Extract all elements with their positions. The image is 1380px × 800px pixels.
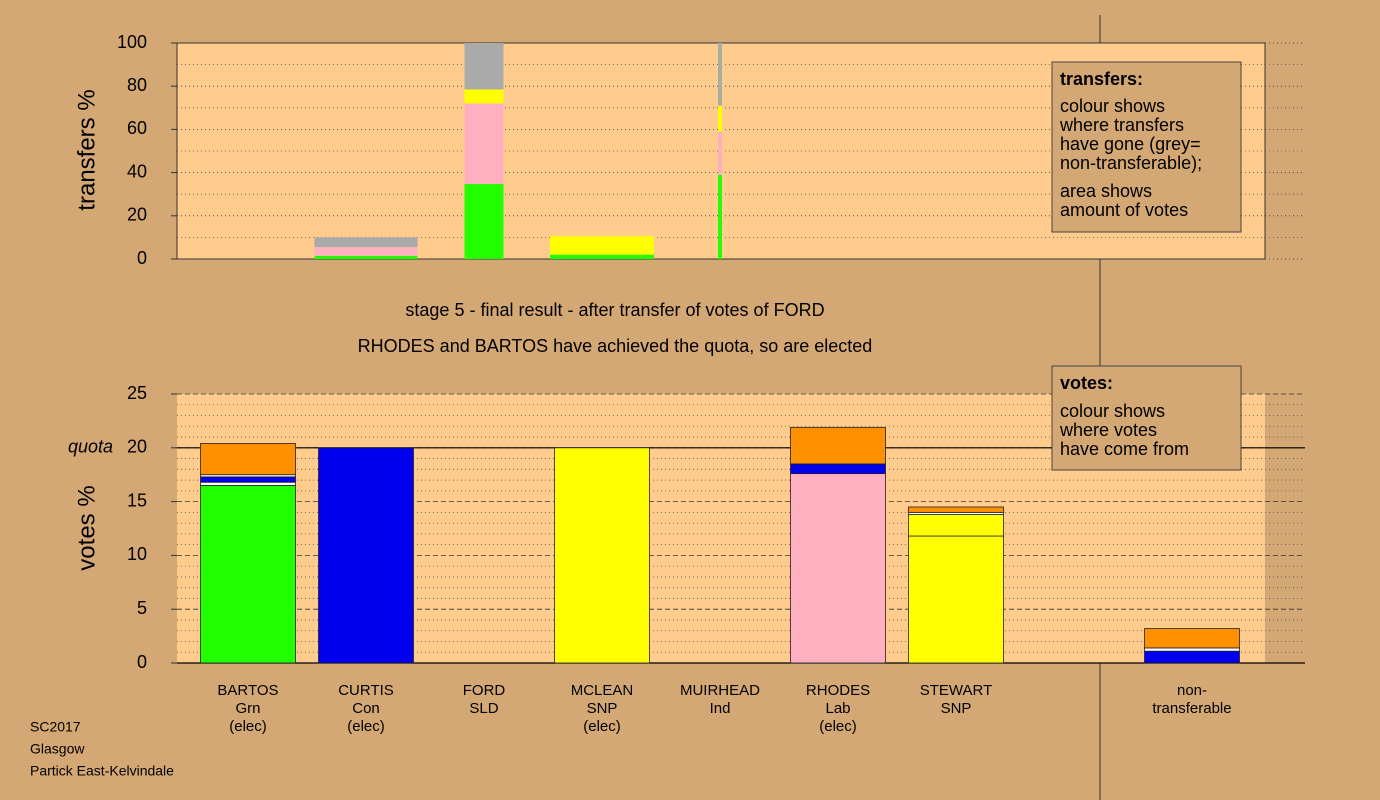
bar-segment: [790, 473, 886, 664]
x-tick-label: transferable: [1152, 700, 1231, 717]
x-tick-label: BARTOS: [217, 682, 278, 699]
x-tick-label: (elec): [583, 718, 621, 735]
bar-segment: [718, 43, 722, 106]
stage-line: RHODES and BARTOS have achieved the quot…: [358, 336, 873, 356]
y-axis-label: transfers %: [73, 89, 100, 210]
bar-segment: [314, 237, 418, 248]
bar-segment: [718, 131, 722, 175]
bar-segment: [318, 447, 414, 664]
y-tick-label: 40: [127, 161, 147, 181]
legend-line: amount of votes: [1060, 200, 1188, 220]
bar-segment: [790, 463, 886, 475]
y-axis-label: votes %: [73, 485, 100, 570]
x-tick-label: SLD: [469, 700, 498, 717]
bar-segment: [554, 447, 650, 664]
bar-segment: [314, 247, 418, 256]
x-tick-label: Ind: [710, 700, 731, 717]
legend-line: area shows: [1060, 181, 1152, 201]
bar-segment: [550, 254, 654, 259]
bar-segment: [200, 476, 296, 483]
quota-label: quota: [68, 437, 113, 457]
y-tick-label: 15: [127, 490, 147, 510]
x-tick-label: Con: [352, 700, 380, 717]
x-tick-label: Lab: [825, 700, 850, 717]
legend-title: votes:: [1060, 373, 1113, 393]
bar-segment: [200, 485, 296, 664]
footer-line: Glasgow: [30, 741, 85, 757]
legend-box: [1051, 61, 1242, 233]
bar-segment: [550, 236, 654, 255]
y-tick-label: 0: [137, 652, 147, 672]
legend-title: transfers:: [1060, 69, 1143, 89]
y-tick-label: 0: [137, 248, 147, 268]
y-tick-label: 20: [127, 437, 147, 457]
x-tick-label: (elec): [229, 718, 267, 735]
x-tick-label: MCLEAN: [571, 682, 634, 699]
y-tick-label: 60: [127, 118, 147, 138]
y-tick-label: 20: [127, 205, 147, 225]
bar-segment: [464, 103, 504, 185]
bar-segment: [908, 506, 1004, 513]
legend-line: where transfers: [1059, 115, 1184, 135]
bar-segment: [464, 89, 504, 104]
legend-line: colour shows: [1060, 401, 1165, 421]
legend-line: have come from: [1060, 439, 1189, 459]
legend-line: non-transferable);: [1060, 153, 1202, 173]
bar-segment: [464, 184, 504, 259]
legend-line: where votes: [1059, 420, 1157, 440]
stage-line: stage 5 - final result - after transfer …: [405, 300, 824, 320]
bar-segment: [1144, 628, 1240, 649]
bar-segment: [908, 535, 1004, 664]
bar-segment: [200, 443, 296, 476]
y-tick-label: 80: [127, 75, 147, 95]
x-tick-label: (elec): [347, 718, 385, 735]
x-tick-label: Grn: [235, 700, 260, 717]
bar-segment: [1144, 650, 1240, 664]
x-tick-label: RHODES: [806, 682, 870, 699]
legend-line: have gone (grey=: [1060, 134, 1201, 154]
bar-segment: [718, 105, 722, 132]
bar-segment: [790, 426, 886, 465]
footer-line: Partick East-Kelvindale: [30, 763, 174, 779]
bar-segment: [1144, 647, 1240, 652]
bar-segment: [718, 174, 722, 259]
bar-segment: [464, 43, 504, 90]
y-tick-label: 100: [117, 32, 147, 52]
bar-segment: [314, 255, 418, 259]
footer-line: SC2017: [30, 719, 81, 735]
x-tick-label: FORD: [463, 682, 506, 699]
y-tick-label: 10: [127, 544, 147, 564]
y-tick-label: 5: [137, 598, 147, 618]
bar-segment: [908, 514, 1004, 537]
x-tick-label: (elec): [819, 718, 857, 735]
x-tick-label: SNP: [941, 700, 972, 717]
x-tick-label: MUIRHEAD: [680, 682, 760, 699]
legend-line: colour shows: [1060, 96, 1165, 116]
x-tick-label: SNP: [587, 700, 618, 717]
bar-segment: [200, 481, 296, 486]
y-tick-label: 25: [127, 383, 147, 403]
legend-box: [1051, 365, 1242, 471]
x-tick-label: non-: [1177, 682, 1207, 699]
x-tick-label: STEWART: [920, 682, 993, 699]
x-tick-label: CURTIS: [338, 682, 394, 699]
